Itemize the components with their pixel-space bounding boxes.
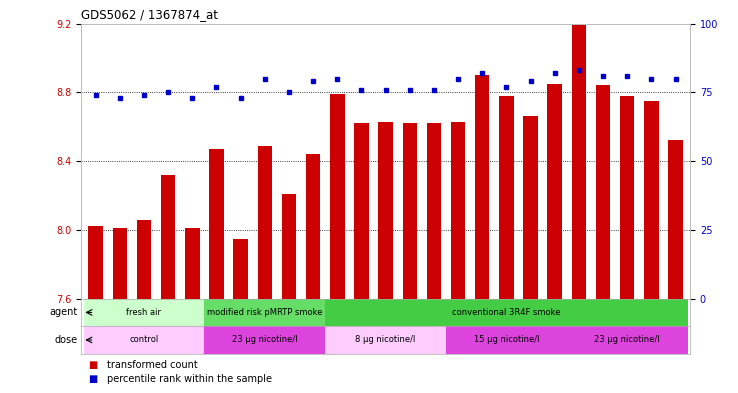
Bar	[325, 326, 446, 354]
Bar	[306, 154, 320, 299]
Bar	[354, 123, 369, 299]
Text: fresh air: fresh air	[126, 308, 162, 317]
Text: transformed count: transformed count	[107, 360, 198, 370]
Bar	[499, 96, 514, 299]
Text: modified risk pMRTP smoke: modified risk pMRTP smoke	[207, 308, 323, 317]
Text: 23 μg nicotine/l: 23 μg nicotine/l	[232, 336, 297, 344]
Bar	[204, 299, 325, 326]
Text: ■: ■	[89, 360, 98, 370]
Bar	[402, 123, 417, 299]
Bar	[210, 149, 224, 299]
Bar	[669, 141, 683, 299]
Bar	[427, 123, 441, 299]
Bar	[379, 121, 393, 299]
Bar	[523, 116, 538, 299]
Text: conventional 3R4F smoke: conventional 3R4F smoke	[452, 308, 561, 317]
Text: GDS5062 / 1367874_at: GDS5062 / 1367874_at	[81, 8, 218, 21]
Text: control: control	[129, 336, 159, 344]
Bar	[83, 326, 204, 354]
Text: 8 μg nicotine/l: 8 μg nicotine/l	[356, 336, 415, 344]
Bar	[620, 96, 635, 299]
Bar	[258, 146, 272, 299]
Text: 23 μg nicotine/l: 23 μg nicotine/l	[594, 336, 660, 344]
Bar	[475, 75, 489, 299]
Bar	[567, 326, 688, 354]
Bar	[89, 226, 103, 299]
Bar	[233, 239, 248, 299]
Bar	[204, 326, 325, 354]
Bar	[330, 94, 345, 299]
Text: 15 μg nicotine/l: 15 μg nicotine/l	[474, 336, 539, 344]
Bar	[83, 299, 204, 326]
Bar	[644, 101, 658, 299]
Bar	[596, 86, 610, 299]
Bar	[446, 326, 567, 354]
Bar	[113, 228, 127, 299]
Bar	[451, 121, 466, 299]
Text: ■: ■	[89, 374, 98, 384]
Bar	[137, 220, 151, 299]
Bar	[572, 25, 586, 299]
Bar	[185, 228, 199, 299]
Bar	[282, 194, 296, 299]
Text: agent: agent	[49, 307, 77, 318]
Bar	[325, 299, 688, 326]
Text: dose: dose	[55, 335, 77, 345]
Bar	[161, 175, 176, 299]
Bar	[548, 84, 562, 299]
Text: percentile rank within the sample: percentile rank within the sample	[107, 374, 272, 384]
